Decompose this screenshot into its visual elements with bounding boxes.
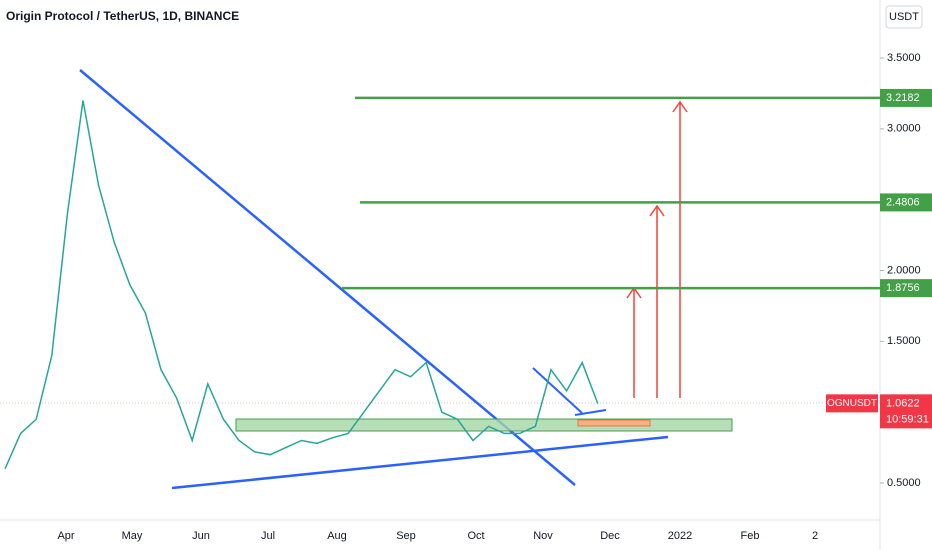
price-badge [880,394,932,429]
time-tick-label: 2 [812,530,818,542]
time-tick-label: Sep [396,530,416,542]
level-label: 3.2182 [886,92,920,104]
time-tick-label: Jul [261,530,275,542]
time-tick-label: May [122,530,143,542]
level-label: 2.4806 [886,196,920,208]
trendline [532,367,583,414]
price-tick-label: 2.0000 [887,264,921,276]
time-tick-label: Dec [600,530,620,542]
price-path [4,100,599,470]
title: Origin Protocol / TetherUS, 1D, BINANCE [6,9,239,23]
time-tick-label: Nov [533,530,553,542]
price-tick-label: 3.0000 [887,123,921,135]
level-badge [880,88,932,107]
price-label: 1.0622 [886,397,920,409]
level-label: 1.8756 [886,282,920,294]
time-tick-label: Feb [741,530,760,542]
countdown: 10:59:31 [886,413,929,425]
time-tick-label: Aug [327,530,347,542]
trendline [171,435,669,490]
time-tick-label: 2022 [668,530,692,542]
entry-zone [577,419,651,427]
symbol: OGNUSDT [827,398,877,409]
currency[interactable]: USDT [889,11,919,23]
time-tick-label: Jun [192,530,210,542]
price-tick-label: 1.5000 [887,335,921,347]
trendline [79,69,576,486]
symbol-badge [826,394,878,413]
time-tick-label: Apr [57,530,74,542]
level-badge [880,279,932,298]
price-tick-label: 3.5000 [887,52,921,64]
target-arrows [626,100,688,398]
currency-box[interactable] [885,5,923,29]
time-tick-label: Oct [467,530,484,542]
price-tick-label: 0.5000 [887,477,921,489]
support-zone [235,418,733,432]
level-badge [880,193,932,212]
trendline [574,409,607,416]
